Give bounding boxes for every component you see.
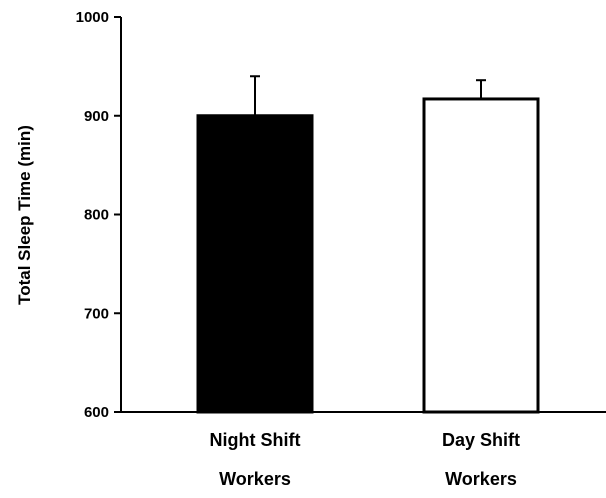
y-axis-title-group: Total Sleep Time (min) [15, 125, 34, 305]
bars-layer [196, 97, 540, 414]
x-category-layer: Night Shift Workers Day Shift Workers [210, 430, 521, 489]
bar [422, 97, 540, 414]
bar [196, 114, 314, 414]
y-tick-layer: 600 700 800 900 1000 [76, 9, 121, 421]
x-category-label-line1: Day Shift [442, 430, 520, 450]
error-bars-layer [250, 75, 486, 116]
y-tick-label: 600 [84, 404, 109, 421]
x-category-label-line2: Workers [219, 469, 291, 489]
y-tick-label: 700 [84, 305, 109, 322]
y-tick-label: 800 [84, 207, 109, 224]
y-tick-label: 1000 [76, 9, 109, 26]
y-axis-title: Total Sleep Time (min) [15, 125, 34, 305]
x-category-label-line1: Night Shift [210, 430, 301, 450]
y-tick-label: 900 [84, 108, 109, 125]
x-category-label-line2: Workers [445, 469, 517, 489]
